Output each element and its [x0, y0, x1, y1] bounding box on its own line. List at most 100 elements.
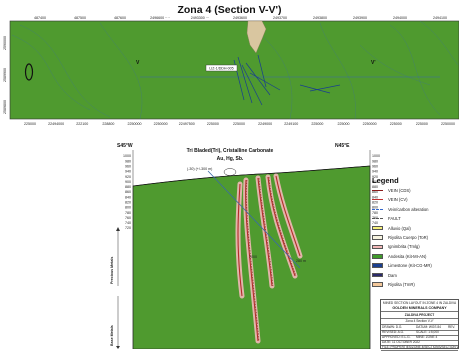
elevation-tick-left: 1000 — [123, 154, 131, 158]
plan-top-tick: 2493900 — [353, 16, 367, 20]
intersection-label-1: 7000 — [249, 255, 257, 259]
legend-item: Vein/carbon alteration — [372, 206, 429, 213]
legend-swatch — [372, 254, 383, 259]
plan-bottom-tick: 222100 — [76, 122, 88, 126]
elevation-tick-left: 960 — [125, 164, 131, 168]
cross-section-view: S45°W N45°E Tri Bladed(Tri), Cristalline… — [110, 143, 380, 349]
legend-item: Limestone (Kit-CG-MR) — [372, 262, 432, 269]
legend-swatch — [372, 235, 383, 240]
section-heading-line2: Au, Hg, Sb. — [217, 156, 244, 162]
legend-item: Riyolita (TmR) — [372, 281, 415, 288]
title-block-company: GOLDEN MINERALS COMPANY — [392, 306, 447, 310]
plan-bottom-tick: 225000 — [207, 122, 219, 126]
legend-item: VEIN (CDS) — [372, 187, 411, 194]
title-block-project: ZALDIVA PROJECT — [404, 313, 435, 317]
plan-bottom-tick: 2250000 — [363, 122, 377, 126]
legend-label: Dam — [388, 272, 397, 278]
legend-swatch — [372, 199, 383, 201]
elevation-tick-right: 860 — [372, 190, 378, 194]
elevation-tick-left: 900 — [125, 180, 131, 184]
legend-swatch — [372, 244, 383, 250]
legend-label: FAULT — [388, 216, 401, 222]
plan-bottom-tick: 2250000 — [154, 122, 168, 126]
intersection-label-2: 280 m — [296, 259, 306, 263]
elevation-tick-right: 780 — [372, 211, 378, 215]
plan-left-tick-labels: 2590000 2589900 2589800 — [3, 36, 7, 114]
plan-view-map: LIZ-1/DDH-005 V V' 487400 487500 487600 249… — [3, 16, 459, 126]
legend-label: Limestone (Kit-CG-MR) — [388, 263, 432, 269]
drillhole-label-box — [205, 64, 238, 72]
elevation-tick-right: 980 — [372, 159, 378, 163]
elevation-tick-left: 780 — [125, 211, 131, 215]
map-title: Zona 4 (Section V-V') — [177, 4, 282, 16]
plan-top-tick: 2496600 ···· — [150, 16, 170, 20]
plan-bottom-tick: 2249100 — [284, 122, 298, 126]
legend-item: VEIN (CV) — [372, 196, 408, 203]
section-heading-line1: Tri Bladed(Tri), Cristalline Carbonate — [187, 148, 274, 154]
plan-top-tick: 487500 — [74, 16, 86, 20]
title-block-cell: REVISED: A.G. — [382, 330, 404, 334]
collar-label: (-30) (+/-300 m) — [187, 167, 212, 171]
plan-top-tick: 2493300 ··· — [191, 16, 210, 20]
legend-swatch — [372, 263, 383, 268]
legend-label: Ignimbrita (Tmlg) — [388, 244, 420, 250]
plan-bottom-tick: 22494000 — [48, 122, 64, 126]
title-block-cell: APPROVED: E.L.G. — [382, 335, 411, 339]
plan-top-tick: 487400 — [34, 16, 46, 20]
elevation-tick-left: 880 — [125, 185, 131, 189]
legend-swatch — [372, 225, 383, 231]
elevation-tick-right: 740 — [372, 221, 378, 225]
elevation-tick-right: 900 — [372, 180, 378, 184]
plan-top-tick: 2493600 — [233, 16, 247, 20]
direction-right: N45°E — [335, 143, 350, 149]
elevation-tick-left: 820 — [125, 200, 131, 204]
precious-metals-label: Precious Metals — [110, 257, 114, 284]
legend-item: Ignimbrita (Tmlg) — [372, 243, 420, 250]
elevation-tick-left: 840 — [125, 195, 131, 199]
plan-bottom-tick-labels: 225000 22494000 222100 228800 2250000 2250000… — [24, 122, 455, 126]
arrow-head-down — [116, 346, 120, 349]
elevation-tick-right: 920 — [372, 175, 378, 179]
direction-left: S45°W — [117, 143, 133, 149]
plan-top-tick: 2494100 — [433, 16, 447, 20]
title-block: MINED SECTION LAYOUT IN ZONE 4 IN ZALDIV… — [380, 299, 459, 351]
plan-top-tick: 487600 — [114, 16, 126, 20]
plan-top-tick: 2493800 — [313, 16, 327, 20]
title-block-cell: DATUM: WGS 84 — [416, 325, 441, 329]
legend-item: Dam — [372, 272, 397, 279]
title-block-cell: DRAWN: D.G. — [382, 325, 403, 329]
plan-left-tick: 2589800 — [3, 100, 7, 114]
legend-swatch — [372, 208, 383, 210]
plan-bottom-tick: 228800 — [102, 122, 114, 126]
title-block-cell: REV. — [448, 325, 456, 329]
elevation-tick-right: 940 — [372, 170, 378, 174]
legend-label: Riyolita Cuerpo (ToR) — [388, 235, 429, 240]
section-marker-left: V — [136, 60, 140, 66]
elevation-tick-right: 800 — [372, 206, 378, 210]
vein-structures — [233, 54, 341, 106]
plan-bottom-tick: 225000 — [311, 122, 323, 126]
plan-bottom-tick: 225000 — [233, 122, 245, 126]
legend-swatch — [372, 190, 383, 191]
legend-title: Legend — [372, 176, 399, 185]
legend: Legend VEIN (CDS) VEIN (CV) Vein/carbon al… — [366, 176, 459, 294]
plan-top-tick: 2494000 — [393, 16, 407, 20]
elevation-tick-left: 760 — [125, 216, 131, 220]
title-block-cell: SCALE: 1:5,000 — [416, 330, 439, 334]
title-block-subtitle: Zona 4 Section V-V' — [405, 319, 434, 323]
plan-bottom-tick: 2250000 — [128, 122, 142, 126]
legend-label: Andesita (Kit-MI-AN) — [388, 253, 427, 259]
legend-item: FAULT — [372, 215, 401, 222]
legend-item: Alluvio (Qal) — [372, 225, 411, 232]
drillhole-label: LIZ-1/DDH-005 — [209, 67, 233, 71]
title-block-heading: MINED SECTION LAYOUT IN ZONE 4 IN ZALDIV… — [382, 301, 457, 305]
plan-bottom-tick: 2249000 — [258, 122, 272, 126]
elevation-tick-right: 820 — [372, 200, 378, 204]
legend-item: Andesita (Kit-MI-AN) — [372, 253, 426, 260]
legend-item: Riyolita Cuerpo (ToR) — [372, 234, 428, 241]
plan-bottom-tick: 2250000 — [441, 122, 455, 126]
plan-top-tick-labels: 487400 487500 487600 2496600 ···· 2493300 ··… — [34, 16, 447, 20]
arrow-head-up — [116, 227, 120, 231]
elevation-tick-right: 960 — [372, 164, 378, 168]
